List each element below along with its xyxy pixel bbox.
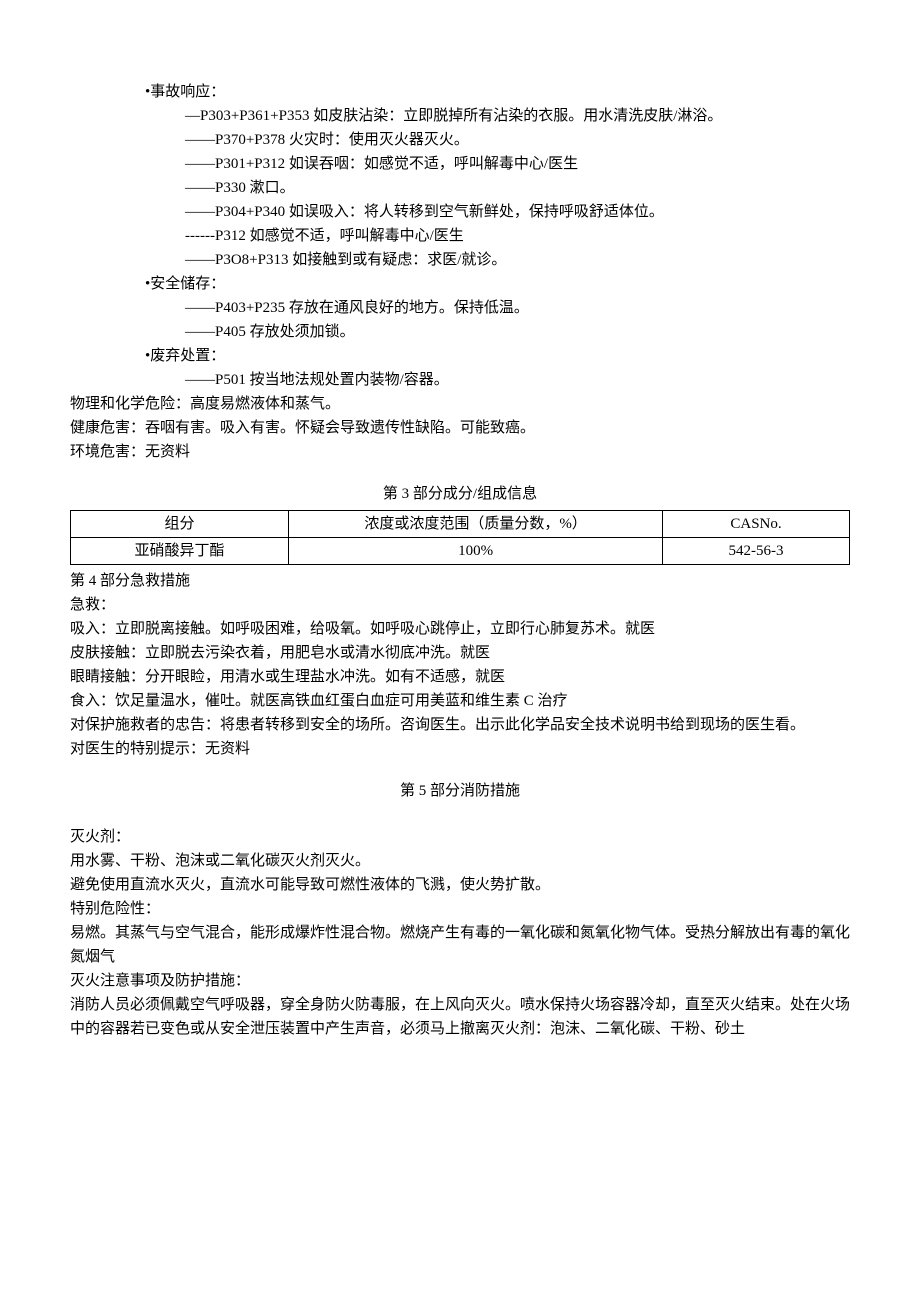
accident-line-6: ------P312 如感觉不适，呼叫解毒中心/医生 xyxy=(70,224,850,248)
health-hazard: 健康危害：吞咽有害。吸入有害。怀疑会导致遗传性缺陷。可能致癌。 xyxy=(70,416,850,440)
first-aid-ingestion: 食入：饮足量温水，催吐。就医高铁血红蛋白血症可用美蓝和维生素 C 治疗 xyxy=(70,689,850,713)
accident-line-1: —P303+P361+P353 如皮肤沾染：立即脱掉所有沾染的衣服。用水清洗皮肤… xyxy=(70,104,850,128)
col-header-cas: CASNo. xyxy=(663,511,850,538)
accident-line-2: ——P370+P378 火灾时：使用灭火器灭火。 xyxy=(70,128,850,152)
phys-chem-hazard: 物理和化学危险：高度易燃液体和蒸气。 xyxy=(70,392,850,416)
section-4-title: 第 4 部分急救措施 xyxy=(70,569,850,593)
special-hazard-text: 易燃。其蒸气与空气混合，能形成爆炸性混合物。燃烧产生有毒的一氧化碳和氮氧化物气体… xyxy=(70,921,850,969)
first-aid-rescuer: 对保护施救者的忠告：将患者转移到安全的场所。咨询医生。出示此化学品安全技术说明书… xyxy=(70,713,850,737)
extinguisher-label: 灭火剂： xyxy=(70,825,850,849)
accident-line-7: ——P3O8+P313 如接触到或有疑虑：求医/就诊。 xyxy=(70,248,850,272)
composition-table: 组分 浓度或浓度范围（质量分数，%） CASNo. 亚硝酸异丁酯 100% 54… xyxy=(70,510,850,565)
col-header-component: 组分 xyxy=(71,511,289,538)
accident-line-5: ——P304+P340 如误吸入：将人转移到空气新鲜处，保持呼吸舒适体位。 xyxy=(70,200,850,224)
cell-component: 亚硝酸异丁酯 xyxy=(71,538,289,565)
accident-line-4: ——P330 漱口。 xyxy=(70,176,850,200)
first-aid-label: 急救： xyxy=(70,593,850,617)
extinguisher-line-1: 用水雾、干粉、泡沫或二氧化碳灭火剂灭火。 xyxy=(70,849,850,873)
cell-cas: 542-56-3 xyxy=(663,538,850,565)
fire-caution-text: 消防人员必须佩戴空气呼吸器，穿全身防火防毒服，在上风向灭火。喷水保持火场容器冷却… xyxy=(70,993,850,1041)
first-aid-inhalation: 吸入：立即脱离接触。如呼吸困难，给吸氧。如呼吸心跳停止，立即行心肺复苏术。就医 xyxy=(70,617,850,641)
document-page: •事故响应： —P303+P361+P353 如皮肤沾染：立即脱掉所有沾染的衣服… xyxy=(0,0,920,1101)
safe-storage-title: •安全储存： xyxy=(70,272,850,296)
storage-line-2: ——P405 存放处须加锁。 xyxy=(70,320,850,344)
table-data-row: 亚硝酸异丁酯 100% 542-56-3 xyxy=(71,538,850,565)
first-aid-eyes: 眼睛接触：分开眼睑，用清水或生理盐水冲洗。如有不适感，就医 xyxy=(70,665,850,689)
first-aid-doctor: 对医生的特别提示：无资料 xyxy=(70,737,850,761)
disposal-line-1: ——P501 按当地法规处置内装物/容器。 xyxy=(70,368,850,392)
fire-caution-label: 灭火注意事项及防护措施： xyxy=(70,969,850,993)
spacer xyxy=(70,807,850,825)
special-hazard-label: 特别危险性： xyxy=(70,897,850,921)
section-3-title: 第 3 部分成分/组成信息 xyxy=(70,482,850,506)
section-5-title: 第 5 部分消防措施 xyxy=(70,779,850,803)
disposal-title: •废弃处置： xyxy=(70,344,850,368)
cell-concentration: 100% xyxy=(289,538,663,565)
col-header-concentration: 浓度或浓度范围（质量分数，%） xyxy=(289,511,663,538)
accident-line-3: ——P301+P312 如误吞咽：如感觉不适，呼叫解毒中心/医生 xyxy=(70,152,850,176)
storage-line-1: ——P403+P235 存放在通风良好的地方。保持低温。 xyxy=(70,296,850,320)
first-aid-skin: 皮肤接触：立即脱去污染衣着，用肥皂水或清水彻底冲洗。就医 xyxy=(70,641,850,665)
extinguisher-line-2: 避免使用直流水灭火，直流水可能导致可燃性液体的飞溅，使火势扩散。 xyxy=(70,873,850,897)
env-hazard: 环境危害：无资料 xyxy=(70,440,850,464)
accident-response-title: •事故响应： xyxy=(70,80,850,104)
table-header-row: 组分 浓度或浓度范围（质量分数，%） CASNo. xyxy=(71,511,850,538)
